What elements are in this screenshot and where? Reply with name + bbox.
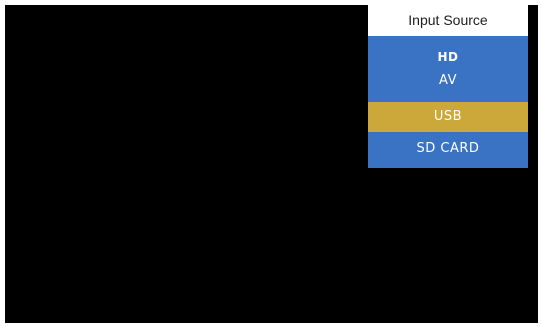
input-option-av[interactable]: AV <box>439 73 457 88</box>
input-source-list: HD AV USB SD CARD <box>368 45 528 162</box>
input-option-sd-card[interactable]: SD CARD <box>416 141 480 156</box>
input-source-menu: Input Source HD AV USB SD CARD <box>368 5 528 168</box>
menu-title: Input Source <box>368 5 528 36</box>
input-option-usb[interactable]: USB <box>368 102 528 132</box>
input-option-hd[interactable]: HD <box>437 50 459 64</box>
